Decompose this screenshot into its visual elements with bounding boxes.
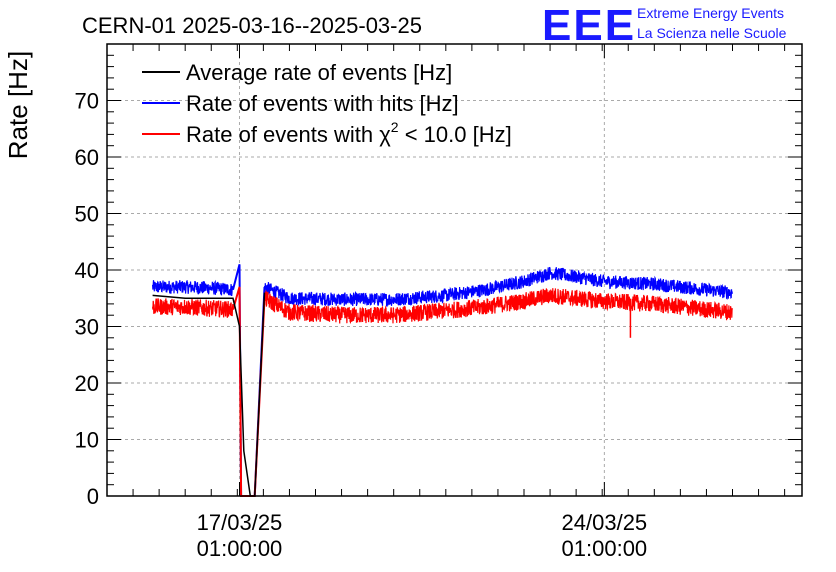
series-layer — [152, 264, 733, 497]
y-tick-label: 30 — [75, 315, 99, 340]
x-tick-label-time: 01:00:00 — [562, 536, 648, 561]
logo-mark: EEE — [542, 1, 636, 50]
logo-line-2: La Scienza nelle Scuole — [637, 25, 787, 41]
legend-chi2-suffix: < 10.0 [Hz] — [399, 122, 512, 147]
x-tick-label-date: 17/03/25 — [197, 510, 283, 535]
y-tick-label: 0 — [87, 484, 99, 509]
y-tick-label: 60 — [75, 145, 99, 170]
x-tick-label-date: 24/03/25 — [562, 510, 648, 535]
plot-frame — [106, 43, 803, 497]
eee-logo: EEE Extreme Energy Events La Scienza nel… — [542, 1, 787, 50]
grid-lines — [107, 44, 802, 496]
legend-chi2-symbol: χ — [379, 122, 391, 147]
y-tick-label: 40 — [75, 258, 99, 283]
y-axis-label: Rate [Hz] — [3, 51, 33, 159]
legend-label-chi2: Rate of events with χ2 < 10.0 [Hz] — [186, 119, 512, 147]
x-tick-label-time: 01:00:00 — [197, 536, 283, 561]
logo-line-1: Extreme Energy Events — [637, 5, 784, 21]
y-tick-label: 20 — [75, 371, 99, 396]
legend: Average rate of events [Hz] Rate of even… — [142, 60, 512, 147]
legend-chi2-superscript: 2 — [391, 119, 399, 135]
legend-chi2-prefix: Rate of events with — [186, 122, 379, 147]
axes: 01020304050607017/03/2501:00:0024/03/250… — [75, 43, 803, 561]
y-tick-label: 70 — [75, 89, 99, 114]
legend-label-hits: Rate of events with hits [Hz] — [186, 91, 459, 116]
y-tick-label: 50 — [75, 202, 99, 227]
y-tick-label: 10 — [75, 428, 99, 453]
chart-title: CERN-01 2025-03-16--2025-03-25 — [82, 13, 422, 38]
series-line-average — [152, 292, 266, 497]
legend-label-average: Average rate of events [Hz] — [186, 60, 452, 85]
